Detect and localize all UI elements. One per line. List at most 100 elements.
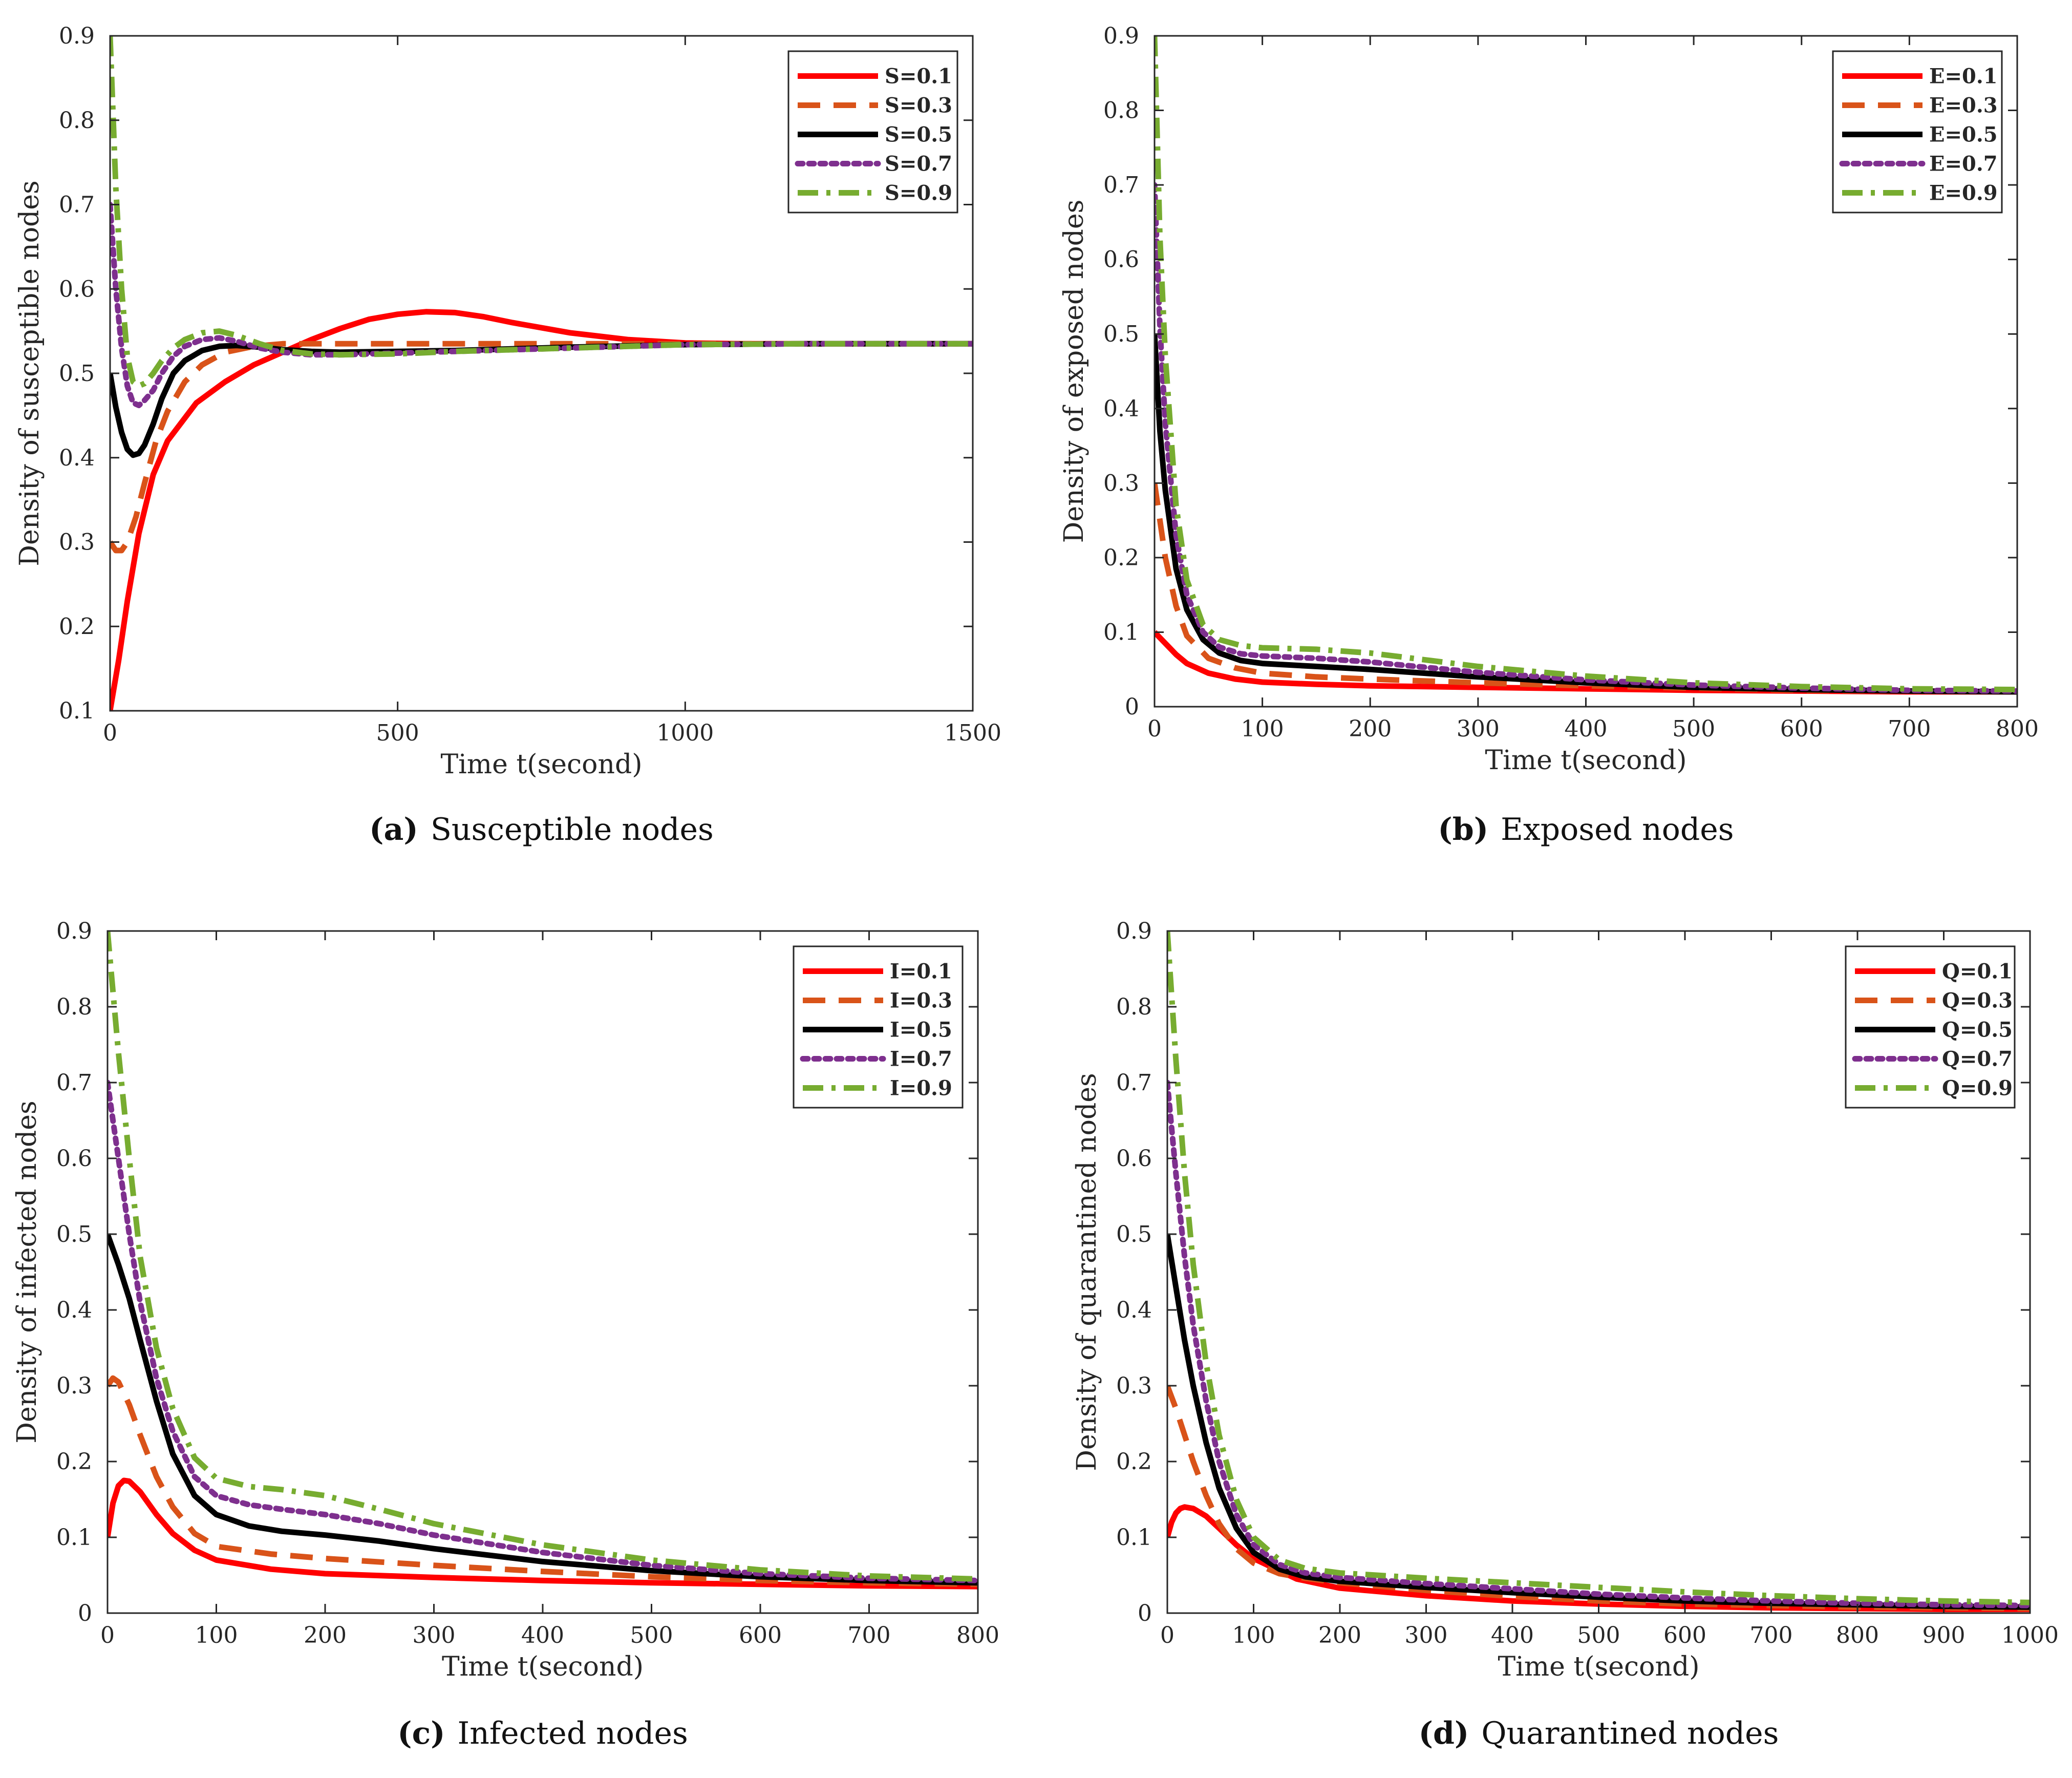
y-tick-label: 0.6 (56, 1146, 92, 1172)
x-axis-label: Time t(second) (440, 749, 642, 780)
x-tick-label: 200 (1349, 716, 1392, 742)
y-tick-label: 0.3 (1103, 470, 1139, 496)
x-tick-label: 100 (1241, 716, 1284, 742)
panel-caption: (d) Quarantined nodes (1419, 1716, 1779, 1751)
y-tick-label: 0.7 (1103, 172, 1139, 198)
y-tick-label: 0.3 (56, 1373, 92, 1399)
y-axis-label: Density of infected nodes (12, 1100, 42, 1443)
y-tick-label: 0.5 (59, 361, 95, 387)
x-tick-label: 0 (1147, 716, 1162, 742)
series-group (108, 930, 978, 1590)
series-line-3 (110, 341, 973, 458)
panel-letter: (d) (1419, 1716, 1469, 1751)
x-tick-label: 100 (1232, 1622, 1275, 1648)
y-tick-label: 0.3 (1116, 1373, 1152, 1399)
series-line-1 (108, 1477, 978, 1590)
y-tick-label: 0.4 (59, 445, 95, 471)
panel-letter: (c) (397, 1716, 445, 1751)
x-tick-label: 500 (376, 720, 419, 746)
panel-4: 0 100 200 300 400 500 600 700 800 900 1000 0 0.1 0.2 0… (1072, 918, 2059, 1751)
y-axis-label: Density of susceptible nodes (14, 180, 45, 566)
series-line-5 (110, 35, 973, 389)
y-tick-label: 0.9 (56, 918, 92, 944)
y-tick-label: 0.1 (59, 698, 95, 724)
x-tick-label: 400 (1565, 716, 1608, 742)
x-tick-label: 0 (100, 1622, 115, 1648)
y-tick-label: 0.1 (56, 1525, 92, 1551)
x-tick-label: 800 (1836, 1622, 1879, 1648)
x-tick-label: 200 (304, 1622, 347, 1648)
legend-label: Q=0.7 (1942, 1047, 2013, 1071)
legend-label: Q=0.3 (1942, 989, 2013, 1013)
y-tick-label: 0.7 (56, 1070, 92, 1096)
x-axis-label: Time t(second) (1485, 745, 1686, 776)
y-tick-label: 0.5 (1103, 321, 1139, 347)
panel-caption-text: Exposed nodes (1501, 812, 1734, 848)
series-line-2 (108, 1375, 978, 1588)
y-tick-label: 0.9 (59, 23, 95, 49)
y-tick-label: 0.2 (1116, 1449, 1152, 1475)
y-tick-label: 0.4 (1116, 1297, 1152, 1323)
x-tick-label: 700 (1888, 716, 1931, 742)
legend: Q=0.1 Q=0.3 Q=0.5 Q=0.7 Q=0.9 (1845, 945, 2016, 1109)
panel-caption: (a) Susceptible nodes (369, 812, 714, 848)
y-tick-label: 0.1 (1116, 1525, 1152, 1551)
legend-label: S=0.1 (885, 65, 952, 89)
x-tick-label: 600 (1780, 716, 1823, 742)
y-tick-label: 0.5 (1116, 1221, 1152, 1247)
series-line-2 (1155, 482, 2017, 695)
panel-caption-text: Quarantined nodes (1481, 1716, 1779, 1751)
x-tick-label: 400 (1491, 1622, 1534, 1648)
y-tick-label: 0.8 (1116, 994, 1152, 1020)
series-line-5 (108, 930, 978, 1582)
x-tick-label: 500 (1672, 716, 1715, 742)
series-line-5 (1155, 35, 2017, 692)
y-tick-label: 0.4 (56, 1297, 92, 1323)
x-tick-label: 600 (739, 1622, 782, 1648)
panel-caption-text: Infected nodes (458, 1716, 688, 1751)
x-tick-label: 1000 (656, 720, 714, 746)
panel-1: 0 500 1000 1500 0.1 0.2 0.3 0.4 0.5 0.6 0.7 0.8 0.9 T… (14, 23, 1001, 848)
y-tick-label: 0.9 (1116, 918, 1152, 944)
y-tick-label: 0.6 (1103, 247, 1139, 273)
series-group (1155, 35, 2017, 695)
series-line-4 (1167, 1080, 2030, 1608)
series-line-3 (1167, 1234, 2030, 1610)
legend-label: S=0.7 (885, 152, 952, 176)
x-tick-label: 900 (1923, 1622, 1966, 1648)
y-axis-label: Density of exposed nodes (1059, 200, 1090, 543)
legend-label: I=0.3 (890, 989, 952, 1013)
panel-2: 0 100 200 300 400 500 600 700 800 0 0.1 0.2 0.3 0.4 0.… (1059, 23, 2039, 848)
y-tick-label: 0.5 (56, 1221, 92, 1247)
x-tick-label: 800 (1996, 716, 2039, 742)
y-tick-label: 0.6 (59, 276, 95, 302)
series-group (110, 35, 973, 711)
y-tick-label: 0.3 (59, 530, 95, 556)
y-tick-label: 0.1 (1103, 619, 1139, 645)
legend-label: E=0.1 (1929, 65, 1998, 89)
series-line-4 (108, 1080, 978, 1583)
legend-label: E=0.5 (1929, 123, 1998, 147)
y-tick-label: 0 (1125, 694, 1139, 720)
series-line-3 (108, 1233, 978, 1586)
x-tick-label: 800 (956, 1622, 999, 1648)
x-tick-label: 0 (1160, 1622, 1174, 1648)
x-tick-label: 300 (1457, 716, 1500, 742)
x-tick-label: 300 (413, 1622, 456, 1648)
panel-caption: (c) Infected nodes (397, 1716, 688, 1751)
y-tick-label: 0.9 (1103, 23, 1139, 49)
legend-label: Q=0.1 (1942, 960, 2013, 984)
legend-label: I=0.9 (890, 1076, 952, 1100)
series-line-3 (1155, 333, 2017, 695)
y-tick-label: 0.6 (1116, 1146, 1152, 1172)
x-axis-label: Time t(second) (1498, 1652, 1699, 1682)
legend: E=0.1 E=0.3 E=0.5 E=0.7 E=0.9 (1832, 50, 2003, 214)
y-tick-label: 0.2 (1103, 545, 1139, 571)
panel-3: 0 100 200 300 400 500 600 700 800 0 0.1 0.2 0.3 0.4 0.… (12, 918, 999, 1751)
y-tick-label: 0.7 (59, 192, 95, 218)
y-tick-label: 0.8 (1103, 98, 1139, 124)
panel-caption: (b) Exposed nodes (1438, 812, 1734, 848)
panel-caption-text: Susceptible nodes (431, 812, 714, 848)
